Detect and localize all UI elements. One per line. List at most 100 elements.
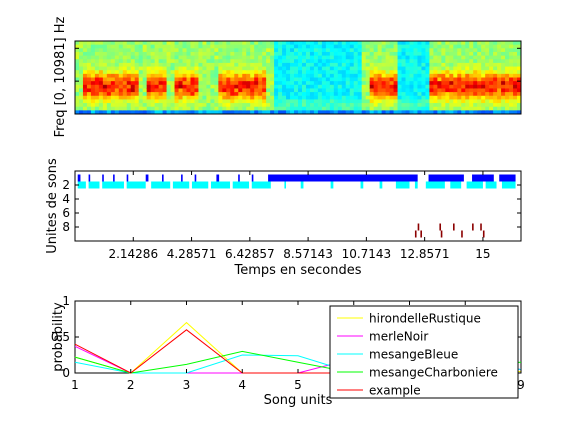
spectrogram-cell	[513, 81, 518, 86]
spectrogram-cell	[250, 95, 255, 100]
spectrogram-cell	[190, 77, 196, 82]
spectrogram-cell	[202, 84, 208, 90]
spectrogram-cell	[110, 92, 116, 97]
spectrogram-cell	[341, 88, 347, 93]
spectrogram-cell	[218, 103, 223, 108]
spectrogram-cell	[481, 84, 486, 90]
spectrogram-cell	[114, 77, 120, 82]
spectrogram-cell	[457, 106, 462, 111]
spectrogram-cell	[397, 84, 403, 90]
spectrogram-cell	[337, 88, 343, 93]
spectrogram-cell	[389, 55, 395, 60]
spectrogram-cell	[405, 51, 411, 57]
spectrogram-cell	[361, 51, 367, 57]
spectrogram-cell	[333, 84, 339, 90]
spectrogram-cell	[301, 41, 307, 46]
spectrogram-cell	[393, 106, 399, 111]
spectrogram-cell	[138, 51, 144, 57]
spectrogram-cell	[258, 41, 263, 46]
spectrogram-cell	[238, 66, 243, 71]
spectrogram-cell	[266, 88, 271, 93]
spectrogram-cell	[337, 44, 343, 49]
spectrogram-cell	[369, 95, 375, 100]
spectrogram-cell	[90, 48, 96, 53]
spectrogram-cell	[485, 62, 490, 68]
spectrogram-cell	[118, 106, 124, 111]
spectrogram-cell	[377, 59, 383, 64]
spectrogram-cell	[497, 51, 502, 57]
unit-2-mark	[151, 181, 171, 189]
spectrogram-cell	[513, 48, 518, 53]
spectrogram-cell	[321, 95, 327, 100]
spectrogram-cell	[118, 51, 124, 57]
spectrogram-cell	[489, 70, 494, 75]
spectrogram-cell	[473, 99, 478, 104]
spectrogram-cell	[130, 44, 136, 49]
spectrogram-cell	[182, 95, 188, 100]
spectrogram-cell	[325, 41, 331, 46]
spectrogram-cell	[158, 92, 164, 97]
spectrogram-cell	[401, 44, 407, 49]
spectrogram-cell	[321, 103, 327, 108]
spectrogram-cell	[246, 106, 251, 111]
spectrogram-cell	[425, 55, 431, 60]
spectrogram-cell	[270, 99, 275, 104]
spectrogram-cell	[441, 73, 446, 79]
spectrogram-cell	[118, 84, 124, 90]
spectrogram-cell	[381, 110, 387, 114]
spectrogram-cell	[114, 73, 120, 79]
spectrogram-cell	[126, 59, 132, 64]
spectrogram-cell	[417, 77, 423, 82]
spectrogram-cell	[321, 84, 327, 90]
spectrogram-cell	[190, 88, 196, 93]
spectrogram-cell	[246, 99, 251, 104]
spectrogram-cell	[449, 73, 454, 79]
spectrogram-cell	[473, 77, 478, 82]
spectrogram-cell	[234, 66, 239, 71]
spectrogram-cell	[246, 84, 251, 90]
spectrogram-cell	[262, 41, 267, 46]
spectrogram-cell	[130, 51, 136, 57]
spectrogram-cell	[274, 81, 279, 86]
spectrogram-cell	[353, 41, 359, 46]
spectrogram-cell	[345, 95, 351, 100]
spectrogram-cell	[485, 41, 490, 46]
spectrogram-cell	[158, 59, 164, 64]
units-raster	[77, 174, 516, 238]
spectrogram-cell	[513, 99, 518, 104]
unit-2-mark	[450, 181, 462, 189]
spectrogram-cell	[425, 66, 431, 71]
spectrogram-cell	[222, 106, 227, 111]
spectrogram-cell	[349, 81, 355, 86]
spectrogram-cell	[166, 77, 172, 82]
spectrogram-cell	[397, 70, 403, 75]
spectrogram-cell	[198, 99, 204, 104]
spectrogram-cell	[226, 84, 231, 90]
spectrogram-cell	[202, 73, 208, 79]
spectrogram-cell	[166, 62, 172, 68]
spectrogram-cell	[158, 55, 164, 60]
spectrogram-cell	[138, 88, 144, 93]
spectrogram-cell	[142, 48, 148, 53]
spectrogram-cell	[405, 48, 411, 53]
spectrogram-cell	[317, 48, 323, 53]
spectrogram-cell	[274, 44, 279, 49]
spectrogram-cell	[517, 95, 521, 100]
spectrogram-cell	[373, 62, 379, 68]
spectrogram-cell	[190, 66, 196, 71]
spectrogram-cell	[453, 55, 458, 60]
spectrogram-cell	[497, 70, 502, 75]
spectrogram-cell	[82, 44, 88, 49]
spectrogram-cell	[290, 84, 295, 90]
spectrogram-cell	[333, 41, 339, 46]
spectrogram-cell	[298, 92, 303, 97]
unit-1-mark	[499, 174, 516, 182]
spectrogram-cell	[461, 55, 466, 60]
spectrogram-cell	[146, 73, 152, 79]
spectrogram-cell	[401, 84, 407, 90]
spectrogram-cell	[146, 95, 152, 100]
spectrogram-cell	[481, 92, 486, 97]
spectrogram-cell	[110, 103, 116, 108]
spectrogram-cell	[218, 99, 223, 104]
spectrogram-cell	[86, 92, 92, 97]
